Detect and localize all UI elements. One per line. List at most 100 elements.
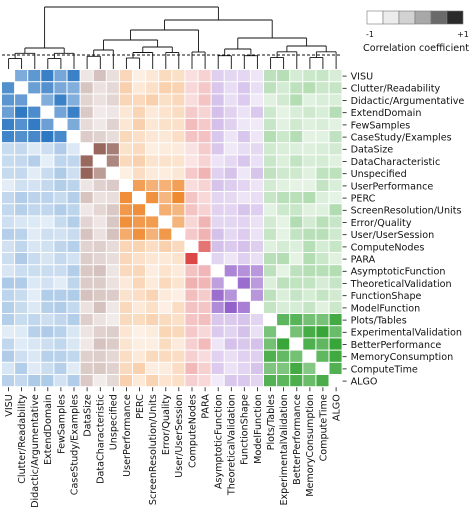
heatmap-cell xyxy=(316,204,329,216)
heatmap-cell xyxy=(277,375,290,387)
heatmap-cell xyxy=(159,143,172,155)
heatmap-cell xyxy=(211,155,224,167)
heatmap-cell xyxy=(316,338,329,350)
heatmap-cell xyxy=(211,265,224,277)
heatmap-cell xyxy=(133,240,146,252)
heatmap-cell xyxy=(224,277,237,289)
heatmap-cell xyxy=(185,179,198,191)
heatmap-cell xyxy=(185,277,198,289)
heatmap-cell xyxy=(303,143,316,155)
heatmap-cell xyxy=(290,192,303,204)
heatmap-cell xyxy=(185,192,198,204)
heatmap-cell xyxy=(133,253,146,265)
heatmap-cell xyxy=(264,106,277,118)
heatmap-cell xyxy=(224,301,237,313)
heatmap-cell xyxy=(133,314,146,326)
column-label: User/UserSession xyxy=(174,394,185,478)
heatmap-cell xyxy=(146,192,159,204)
heatmap-cell xyxy=(159,179,172,191)
heatmap-cell xyxy=(119,338,132,350)
heatmap-cell xyxy=(172,314,185,326)
heatmap-cell xyxy=(264,143,277,155)
heatmap-cell xyxy=(41,240,54,252)
heatmap-cell xyxy=(119,253,132,265)
heatmap-cell xyxy=(303,155,316,167)
heatmap-cell xyxy=(133,362,146,374)
heatmap-cell xyxy=(303,106,316,118)
heatmap-cell xyxy=(185,253,198,265)
heatmap-cell xyxy=(211,277,224,289)
heatmap-cell xyxy=(198,350,211,362)
heatmap-cell xyxy=(159,362,172,374)
heatmap-cell xyxy=(80,82,93,94)
heatmap-cell xyxy=(133,350,146,362)
heatmap-cell xyxy=(146,106,159,118)
heatmap-cell xyxy=(28,131,41,143)
heatmap-cell xyxy=(80,118,93,130)
heatmap-cell xyxy=(198,70,211,82)
row-label: ExtendDomain xyxy=(351,108,422,119)
heatmap-cell xyxy=(15,240,28,252)
heatmap-cell xyxy=(329,240,342,252)
heatmap-cell xyxy=(290,301,303,313)
heatmap-cell xyxy=(80,289,93,301)
heatmap-cell xyxy=(237,338,250,350)
heatmap-cell xyxy=(185,265,198,277)
heatmap-cell xyxy=(211,240,224,252)
heatmap-cell xyxy=(198,289,211,301)
heatmap-cell xyxy=(41,70,54,82)
heatmap-cell xyxy=(80,375,93,387)
heatmap-cell xyxy=(41,228,54,240)
heatmap-cell xyxy=(54,179,67,191)
heatmap-cell xyxy=(2,289,15,301)
heatmap-cell xyxy=(15,301,28,313)
heatmap-cell xyxy=(277,106,290,118)
heatmap-cell xyxy=(15,143,28,155)
heatmap-cell xyxy=(146,155,159,167)
heatmap-cell xyxy=(329,350,342,362)
column-labels: VISU Clutter/Readability Didactic/Argument… xyxy=(4,387,342,508)
heatmap-cell xyxy=(303,375,316,387)
heatmap-cell xyxy=(198,106,211,118)
heatmap-cell xyxy=(159,375,172,387)
heatmap-cell xyxy=(224,375,237,387)
heatmap-cell xyxy=(15,155,28,167)
heatmap-cell xyxy=(198,228,211,240)
heatmap-cell xyxy=(224,82,237,94)
heatmap-cell xyxy=(28,301,41,313)
heatmap-cell xyxy=(106,94,119,106)
heatmap-cell xyxy=(303,118,316,130)
heatmap-cell xyxy=(172,240,185,252)
heatmap-cell xyxy=(198,362,211,374)
heatmap-cell xyxy=(119,167,132,179)
heatmap-cell xyxy=(106,326,119,338)
heatmap-cell xyxy=(185,228,198,240)
heatmap-cell xyxy=(54,277,67,289)
heatmap-cell xyxy=(2,277,15,289)
heatmap-cell xyxy=(198,277,211,289)
heatmap-cell xyxy=(146,216,159,228)
heatmap-cell xyxy=(119,314,132,326)
heatmap-cell xyxy=(67,179,80,191)
heatmap-cell xyxy=(146,118,159,130)
heatmap-cell xyxy=(290,70,303,82)
heatmap-cell xyxy=(67,326,80,338)
heatmap-cell xyxy=(2,314,15,326)
heatmap-cell xyxy=(277,326,290,338)
heatmap-cell xyxy=(106,179,119,191)
heatmap-cell xyxy=(303,253,316,265)
heatmap-cell xyxy=(250,326,263,338)
row-label: ScreenResolution/Units xyxy=(351,206,462,217)
heatmap-cell xyxy=(67,143,80,155)
heatmap-cell xyxy=(224,143,237,155)
column-label: ExperimentalValidation xyxy=(279,394,290,505)
heatmap-cell xyxy=(80,192,93,204)
heatmap-cell xyxy=(329,204,342,216)
heatmap-cell xyxy=(93,179,106,191)
heatmap-cell xyxy=(159,155,172,167)
column-label: ExtendDomain xyxy=(43,394,54,465)
heatmap-cell xyxy=(133,277,146,289)
heatmap-cell xyxy=(237,240,250,252)
heatmap-cell xyxy=(329,228,342,240)
heatmap-cell xyxy=(329,70,342,82)
